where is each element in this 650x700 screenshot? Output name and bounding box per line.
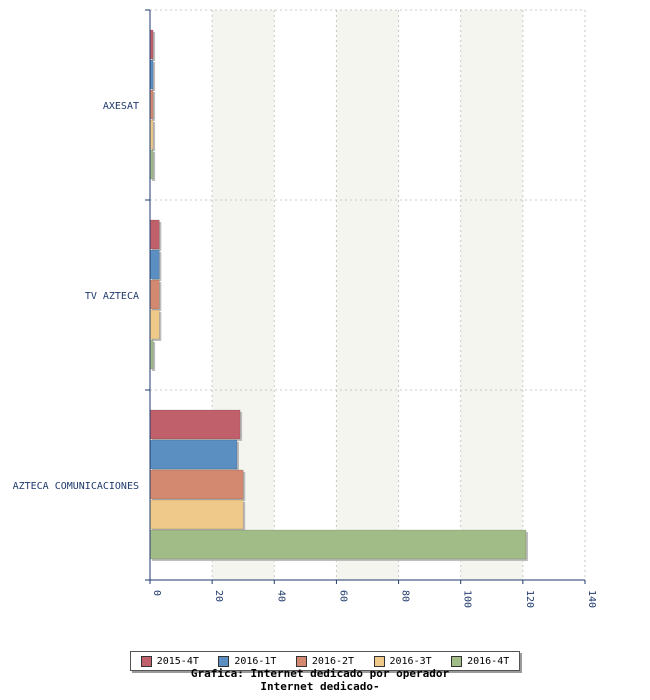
legend-label: 2016-2T [311, 655, 355, 667]
legend-swatch [218, 655, 230, 667]
bar [149, 409, 241, 440]
legend-item: 2016-1T [218, 655, 277, 667]
x-tick-label: 0 [151, 590, 162, 596]
bar-shadow [152, 342, 156, 371]
x-tick-label: 140 [586, 590, 597, 608]
bar-shadow [152, 152, 156, 181]
axes [145, 9, 586, 584]
bar [149, 439, 238, 470]
x-tick-label: 80 [400, 590, 411, 602]
x-tick-label: 60 [337, 590, 348, 602]
axis-labels: AXESAT TV AZTECA AZTECA COMUNICACIONES 0 20 4… [13, 101, 597, 608]
background-bands [212, 10, 523, 580]
legend-item: 2015-4T [140, 655, 199, 667]
legend-swatch [451, 655, 463, 667]
grid-band [336, 10, 399, 580]
grid-band [460, 10, 523, 580]
bars [149, 29, 528, 561]
legend-item: 2016-3T [373, 655, 432, 667]
x-tick-label: 20 [213, 590, 224, 602]
bar-shadow [152, 92, 156, 121]
bar [149, 219, 160, 250]
bar [149, 309, 160, 340]
legend-swatch [140, 655, 152, 667]
bar [149, 499, 244, 530]
legend: 2015-4T 2016-1T 2016-2T 2016-3T 2016-4T [130, 651, 520, 671]
chart-subcaption: Internet dedicado- [260, 680, 380, 693]
category-label: AXESAT [103, 101, 139, 112]
x-tick-label: 100 [462, 590, 473, 608]
bar [149, 249, 160, 280]
legend-item: 2016-2T [295, 655, 355, 667]
legend-label: 2016-3T [389, 655, 432, 667]
category-label: TV AZTECA [85, 291, 139, 302]
bar-shadow [152, 122, 156, 151]
x-tick-label: 40 [275, 590, 286, 602]
chart-caption: Grafica: Internet dedicado por operador [190, 667, 450, 680]
legend-swatch [295, 655, 307, 667]
bar [149, 469, 244, 500]
legend-label: 2016-1T [234, 655, 277, 667]
legend-label: 2016-4T [467, 655, 510, 667]
x-tick-label: 120 [524, 590, 535, 608]
grid-lines [150, 9, 586, 581]
category-label: AZTECA COMUNICACIONES [13, 481, 139, 492]
bar-shadow [152, 62, 156, 91]
legend-swatch [373, 655, 385, 667]
bar [149, 529, 527, 560]
legend-item: 2016-4T [451, 655, 510, 667]
bar [149, 279, 160, 310]
legend-label: 2015-4T [156, 655, 199, 667]
bar-shadow [152, 32, 156, 61]
